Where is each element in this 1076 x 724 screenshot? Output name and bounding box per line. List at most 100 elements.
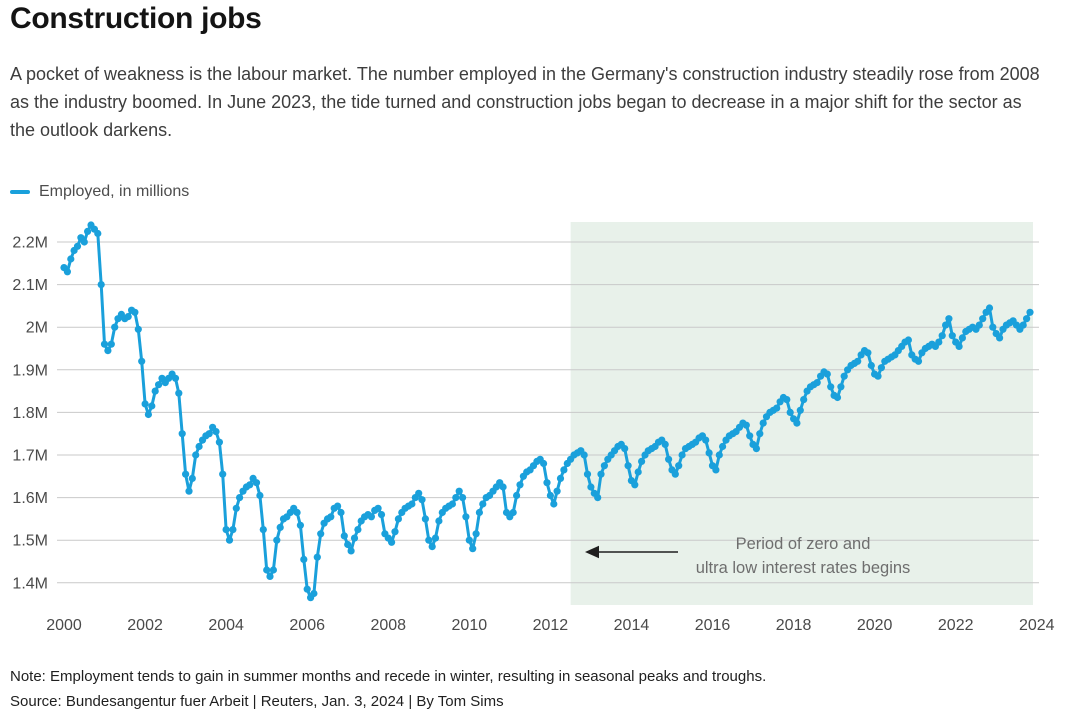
data-point	[996, 334, 1004, 342]
data-point	[513, 491, 521, 500]
data-point	[67, 255, 75, 263]
data-point	[904, 336, 913, 344]
x-tick-label: 2012	[533, 617, 569, 634]
data-point	[215, 438, 223, 446]
data-point	[229, 526, 237, 534]
legend-line-swatch	[10, 190, 30, 194]
data-point	[594, 494, 602, 502]
y-tick-label: 1.8M	[12, 405, 48, 422]
data-point	[327, 513, 335, 521]
data-point	[827, 383, 835, 391]
legend-label: Employed, in millions	[39, 183, 190, 200]
annotation: Period of zero and ultra low interest rat…	[585, 535, 910, 577]
data-point	[259, 526, 267, 534]
data-point	[141, 400, 149, 408]
x-tick-label: 2016	[695, 617, 731, 634]
data-point	[293, 508, 301, 517]
data-point	[252, 479, 261, 487]
data-point	[80, 238, 88, 246]
data-point	[394, 515, 402, 523]
data-point	[556, 474, 565, 482]
annotation-arrow-head	[585, 545, 599, 559]
data-point	[178, 430, 186, 438]
data-point	[877, 364, 886, 372]
data-point	[516, 481, 524, 489]
data-point	[634, 468, 642, 476]
data-point	[874, 372, 882, 380]
data-point	[347, 547, 355, 555]
data-point	[975, 321, 983, 329]
data-point	[715, 451, 723, 459]
x-tick-label: 2002	[127, 617, 163, 634]
data-point	[560, 466, 568, 474]
data-point	[979, 315, 987, 323]
data-point	[175, 389, 183, 397]
data-point	[678, 451, 686, 459]
y-tick-label: 1.7M	[12, 448, 48, 465]
data-point	[334, 502, 342, 510]
source-line: Source: Bundesangentur fuer Arbeit | Reu…	[10, 693, 504, 710]
data-point	[550, 500, 558, 508]
data-point	[273, 536, 281, 544]
data-point	[388, 538, 396, 546]
data-point	[475, 508, 483, 517]
data-point	[303, 585, 311, 593]
data-point	[219, 470, 227, 478]
data-point	[712, 466, 720, 474]
data-point	[425, 536, 433, 544]
data-point	[813, 379, 821, 387]
y-gridlines	[57, 241, 1039, 584]
data-point	[587, 483, 595, 491]
data-point	[455, 487, 463, 495]
data-point	[675, 462, 683, 470]
data-point	[300, 555, 308, 563]
data-point	[94, 229, 102, 238]
page-title: Construction jobs	[10, 2, 262, 35]
x-tick-label: 2024	[1019, 617, 1055, 634]
data-point	[111, 323, 119, 331]
data-point	[418, 496, 426, 504]
data-point	[171, 374, 180, 382]
x-tick-label: 2004	[208, 617, 244, 634]
data-point	[543, 479, 551, 487]
data-point	[84, 227, 92, 235]
employment-points	[60, 221, 1034, 602]
data-point	[773, 404, 781, 412]
data-point	[864, 349, 872, 357]
data-point	[989, 323, 997, 331]
data-point	[705, 449, 713, 457]
data-point	[452, 494, 460, 502]
data-point	[1019, 321, 1027, 329]
data-point	[367, 513, 375, 521]
data-point	[867, 361, 875, 370]
data-point	[313, 553, 321, 561]
data-point	[631, 481, 639, 489]
data-point	[225, 536, 234, 544]
data-point	[269, 566, 277, 574]
data-point	[509, 508, 517, 517]
data-point	[232, 504, 240, 512]
data-point	[236, 494, 244, 502]
data-point	[195, 442, 203, 451]
data-point	[793, 419, 801, 427]
legend: Employed, in millions	[10, 183, 189, 201]
data-point	[144, 410, 152, 419]
chart-subtitle: A pocket of weakness is the labour marke…	[10, 64, 1040, 141]
y-tick-labels: 2.2M 2.1M 2M 1.9M 1.8M 1.7M 1.6M 1.5M 1.4M	[12, 235, 48, 593]
data-point	[938, 332, 946, 340]
y-tick-label: 2.2M	[12, 235, 48, 252]
x-tick-label: 2000	[46, 617, 82, 634]
data-point	[256, 491, 264, 500]
data-point	[823, 370, 831, 378]
data-point	[499, 483, 507, 491]
y-tick-label: 2.1M	[12, 277, 48, 294]
data-point	[540, 459, 548, 468]
data-point	[73, 242, 82, 250]
data-point	[469, 545, 477, 553]
data-point	[783, 396, 791, 404]
data-point	[661, 440, 669, 448]
data-point	[665, 455, 673, 463]
data-point	[131, 308, 139, 316]
